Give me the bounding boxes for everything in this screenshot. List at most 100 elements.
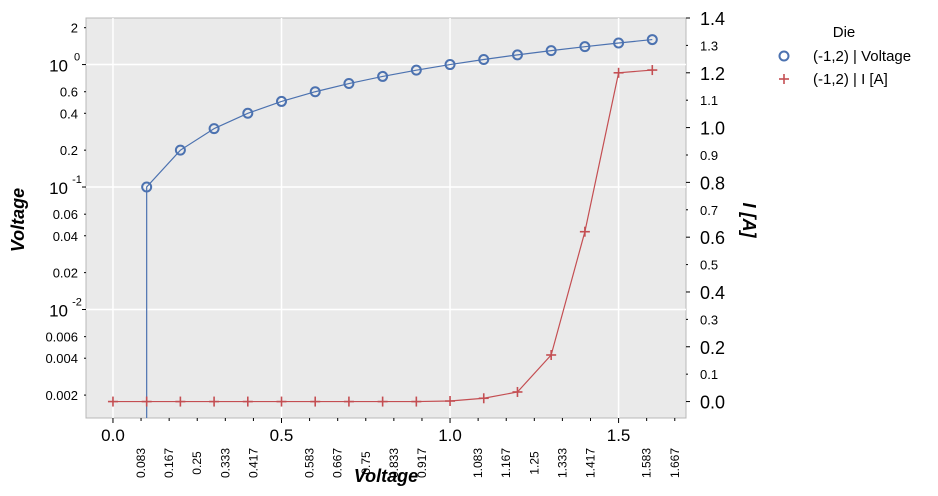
y-left-minor-tick-label: 0.6: [60, 85, 78, 100]
x-minor-tick-label: 0.833: [387, 448, 401, 478]
data-point: [646, 34, 658, 46]
data-point: [141, 181, 153, 193]
data-point: [647, 65, 658, 76]
y-right-minor-tick-label: 0.1: [700, 367, 718, 382]
x-major-tick-label: 0.0: [101, 426, 125, 445]
legend: Die (-1,2) | Voltage (-1,2) | I [A]: [778, 24, 911, 88]
y-right-minor-tick-label: 0.9: [700, 148, 718, 163]
y-right-major-tick-label: 0.4: [700, 283, 725, 303]
data-point: [141, 396, 152, 407]
y-left-minor-tick-label: 0.4: [60, 106, 78, 121]
data-point: [444, 59, 456, 71]
y-left-minor-tick-label: 0.2: [60, 143, 78, 158]
y-right-minor-tick-label: 0.7: [700, 203, 718, 218]
y-right-minor-tick-label: 1.3: [700, 38, 718, 53]
y-right-major-tick-label: 1.0: [700, 119, 725, 139]
y-left-minor-tick-label: 0.002: [45, 388, 78, 403]
y-left-minor-tick-label: 0.04: [53, 229, 78, 244]
data-point: [377, 70, 389, 82]
x-minor-tick-label: 1.583: [640, 448, 654, 478]
axes: 0.0 0.5 1.0 1.5 0.083 0.167 0.25 0.333 0.417 0.58…: [45, 9, 725, 478]
x-minor-tick-label: 0.667: [331, 448, 345, 478]
y-axis-right-label: I [A]: [739, 203, 759, 239]
data-point: [545, 45, 557, 57]
y-axis-left-label: Voltage: [8, 188, 28, 252]
data-point: [107, 396, 118, 407]
data-point: [445, 396, 456, 407]
data-point: [242, 107, 254, 119]
data-point: [512, 386, 523, 397]
legend-label: (-1,2) | Voltage: [813, 48, 911, 65]
data-point: [613, 67, 624, 78]
x-minor-tick-label: 0.75: [359, 451, 373, 475]
x-minor-tick-label: 1.667: [668, 448, 682, 478]
data-point: [174, 144, 186, 156]
data-point: [511, 49, 523, 61]
data-point: [175, 396, 186, 407]
y-right-major-tick-label: 1.2: [700, 64, 725, 84]
x-minor-tick-label: 0.917: [415, 448, 429, 478]
x-major-tick-label: 0.5: [270, 426, 294, 445]
x-minor-tick-label: 1.333: [555, 448, 569, 478]
data-point: [546, 349, 557, 360]
data-point: [579, 226, 590, 237]
x-minor-tick-label: 0.25: [190, 451, 204, 475]
plot-area: [85, 17, 687, 419]
y-left-minor-tick-label: 2: [71, 21, 78, 36]
data-point: [309, 86, 321, 98]
x-minor-tick-label: 1.417: [584, 448, 598, 478]
data-point: [478, 53, 490, 65]
y-left-minor-tick-label: 0.06: [53, 207, 78, 222]
x-minor-tick-label: 0.167: [162, 448, 176, 478]
y-right-minor-tick-label: 1.1: [700, 93, 718, 108]
data-point: [377, 396, 388, 407]
data-point: [343, 78, 355, 90]
legend-label: (-1,2) | I [A]: [813, 71, 888, 88]
y-left-major-tick-label: 10: [49, 179, 68, 198]
series-line: [146, 38, 653, 418]
data-point: [208, 123, 220, 135]
y-left-minor-tick-label: 0.006: [45, 330, 78, 345]
legend-marker: [778, 50, 790, 62]
x-minor-tick-label: 0.333: [218, 448, 232, 478]
data-point: [209, 396, 220, 407]
data-point: [242, 396, 253, 407]
x-minor-tick-label: 1.167: [499, 448, 513, 478]
y-right-major-tick-label: 0.6: [700, 228, 725, 248]
x-major-tick-label: 1.0: [438, 426, 462, 445]
series-layer: [107, 34, 658, 418]
y-left-minor-tick-label: 0.004: [45, 351, 78, 366]
x-minor-tick-label: 1.083: [471, 448, 485, 478]
data-point: [579, 41, 591, 53]
data-point: [613, 37, 625, 49]
y-right-major-tick-label: 0.0: [700, 393, 725, 413]
data-point: [410, 64, 422, 76]
y-right-major-tick-label: 0.8: [700, 173, 725, 193]
legend-title: Die: [833, 24, 856, 41]
data-point: [343, 396, 354, 407]
x-minor-tick-label: 1.25: [527, 451, 541, 475]
x-minor-tick-label: 0.083: [134, 448, 148, 478]
data-point: [411, 396, 422, 407]
x-minor-tick-label: 0.417: [246, 448, 260, 478]
y-left-minor-tick-label: 0.02: [53, 266, 78, 281]
y-left-major-tick-exponent: 0: [74, 52, 80, 64]
y-right-major-tick-label: 0.2: [700, 338, 725, 358]
x-major-tick-label: 1.5: [607, 426, 631, 445]
data-point: [478, 393, 489, 404]
x-minor-tick-label: 0.583: [303, 448, 317, 478]
y-left-major-tick-exponent: -2: [72, 296, 82, 308]
legend-marker: [779, 74, 789, 84]
y-left-major-tick-label: 10: [49, 301, 68, 320]
grid-lines: [86, 18, 686, 418]
x-axis-label: Voltage: [354, 466, 418, 486]
data-point: [276, 396, 287, 407]
y-right-minor-tick-label: 0.5: [700, 258, 718, 273]
y-right-minor-tick-label: 0.3: [700, 312, 718, 327]
data-point: [276, 95, 288, 107]
y-left-major-tick-label: 10: [49, 57, 68, 76]
y-right-major-tick-label: 1.4: [700, 9, 725, 29]
y-left-major-tick-exponent: -1: [72, 174, 82, 186]
data-point: [310, 396, 321, 407]
